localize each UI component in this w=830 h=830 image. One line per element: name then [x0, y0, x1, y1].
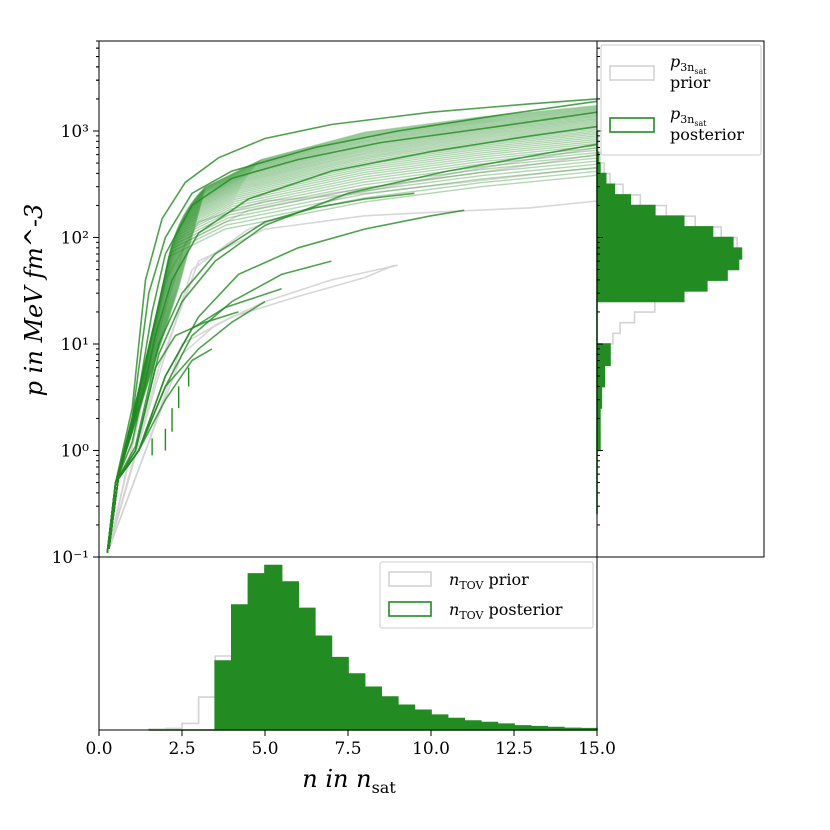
pressure-histograms: [596, 130, 743, 515]
posterior-eos-curve: [106, 111, 597, 553]
posterior-eos-band-curve: [108, 109, 597, 549]
posterior-eos-curve: [106, 125, 597, 553]
legend-posterior-swatch: [609, 117, 655, 133]
posterior-eos-band-curve: [108, 174, 597, 549]
x-label-sub: sat: [372, 778, 397, 797]
legend-label: posterior: [670, 125, 744, 144]
posterior-eos-band-curve: [108, 120, 597, 549]
legend-symbol: p3nsat: [670, 104, 707, 128]
bottom-x-tick-label: 12.5: [495, 739, 533, 759]
legend-frame: [600, 44, 762, 156]
posterior-eos-band-curve: [108, 115, 597, 549]
bottom-x-ticks: [98, 730, 598, 736]
posterior-eos-band-curve: [108, 125, 597, 549]
prior-eos-curve: [108, 146, 597, 549]
posterior-eos-band-curve: [108, 122, 597, 549]
posterior-eos-band-curve: [108, 112, 597, 549]
posterior-eos-band-curve: [108, 113, 597, 549]
bottom-x-tick-label: 2.5: [168, 739, 195, 759]
posterior-eos-band-curve: [108, 166, 597, 549]
posterior-eos-band-curve: [108, 118, 597, 549]
prior-eos-curve: [108, 264, 395, 549]
posterior-eos-band-curve: [108, 108, 597, 549]
ntov-histograms: [148, 564, 598, 731]
ntov-legend-prior-swatch: [388, 571, 432, 587]
main-y-ticks: [93, 40, 99, 558]
main-y-axis-label: p in MeV fm^-3: [20, 204, 48, 397]
bottom-x-tick-label: 7.5: [334, 739, 361, 759]
posterior-eos-band-curve: [108, 105, 597, 549]
posterior-eos-band-curve: [108, 133, 597, 549]
bottom-x-tick-label: 5.0: [251, 739, 278, 759]
x-label-main: n in n: [302, 765, 371, 793]
posterior-eos-band-curve: [108, 136, 597, 549]
posterior-eos-band-curve: [108, 110, 597, 549]
prior-eos-curve: [108, 153, 597, 549]
bottom-x-tick-labels: 0.0 2.5 5.0 7.5 10.0 12.5 15.0: [85, 739, 615, 759]
eos-curves-group: [106, 98, 597, 553]
main-y-tick-label: 10³: [61, 122, 89, 142]
bottom-x-tick-label: 10.0: [412, 739, 450, 759]
posterior-eos-band-curve: [108, 170, 597, 549]
posterior-eos-band-curve: [108, 130, 597, 549]
bottom-x-tick-label: 15.0: [578, 739, 616, 759]
x-axis-label: n in nsat: [302, 765, 396, 797]
posterior-eos-band-curve: [108, 107, 597, 549]
posterior-eos-band-curve: [108, 152, 597, 549]
bottom-x-tick-label: 0.0: [85, 739, 112, 759]
posterior-eos-band-curve: [108, 106, 597, 549]
posterior-eos-band-curve: [108, 114, 597, 549]
legend-frame: [379, 561, 594, 629]
posterior-eos-band-curve: [108, 105, 597, 549]
posterior-eos-band-curve: [108, 142, 597, 549]
main-y-tick-label: 10⁻¹: [52, 548, 89, 568]
prior-pressure-histogram: [596, 130, 743, 515]
prior-eos-curve: [108, 200, 597, 549]
posterior-eos-band-curve: [108, 116, 597, 549]
legend-prior-swatch: [609, 65, 655, 81]
posterior-eos-band-curve: [108, 147, 597, 549]
posterior-eos-curve: [106, 100, 597, 553]
main-y-tick-labels: 10⁻¹ 10⁰ 10¹ 10² 10³: [52, 122, 90, 568]
posterior-eos-band-curve: [108, 138, 597, 549]
posterior-pressure-histogram: [596, 131, 743, 515]
posterior-eos-band-curve: [108, 124, 597, 549]
legend-label: prior: [670, 73, 711, 92]
posterior-eos-band-curve: [108, 144, 597, 549]
posterior-eos-band-curve: [108, 154, 597, 549]
posterior-eos-band-curve: [108, 131, 597, 549]
legend-symbol: p3nsat: [670, 52, 707, 76]
posterior-eos-band-curve: [108, 127, 597, 549]
right-y-ticks: [597, 40, 603, 558]
posterior-eos-curve: [106, 192, 415, 553]
ntov-legend: nTOV prior nTOV posterior: [379, 561, 594, 629]
posterior-eos-band-curve: [108, 160, 597, 549]
main-y-tick-label: 10²: [61, 229, 89, 249]
posterior-eos-band-curve: [108, 149, 597, 549]
ntov-posterior-histogram: [148, 564, 598, 731]
posterior-eos-band-curve: [108, 121, 597, 549]
main-y-tick-label: 10⁰: [61, 442, 90, 462]
right-axes-frame: [596, 40, 765, 558]
ntov-legend-label: nTOV prior: [449, 570, 529, 592]
posterior-eos-band-curve: [108, 135, 597, 549]
main-eos-panel: 10⁻¹ 10⁰ 10¹ 10² 10³ p in MeV fm^-3: [20, 40, 598, 568]
ntov-legend-label: nTOV posterior: [449, 600, 563, 622]
main-y-tick-label: 10¹: [61, 335, 89, 355]
bottom-marginal-panel: 0.0 2.5 5.0 7.5 10.0 12.5 15.0 nTOV priornTOV …: [85, 556, 616, 797]
posterior-eos-curve: [106, 98, 597, 553]
ntov-legend-posterior-swatch: [388, 601, 432, 617]
posterior-eos-band-curve: [108, 163, 597, 549]
posterior-eos-band-curve: [108, 117, 597, 549]
posterior-eos-band-curve: [108, 157, 597, 549]
posterior-eos-curve: [106, 209, 465, 553]
posterior-eos-band-curve: [108, 140, 597, 549]
posterior-eos-band-curve: [108, 128, 597, 549]
y-label-symbol: p in MeV fm^-3: [20, 204, 48, 397]
